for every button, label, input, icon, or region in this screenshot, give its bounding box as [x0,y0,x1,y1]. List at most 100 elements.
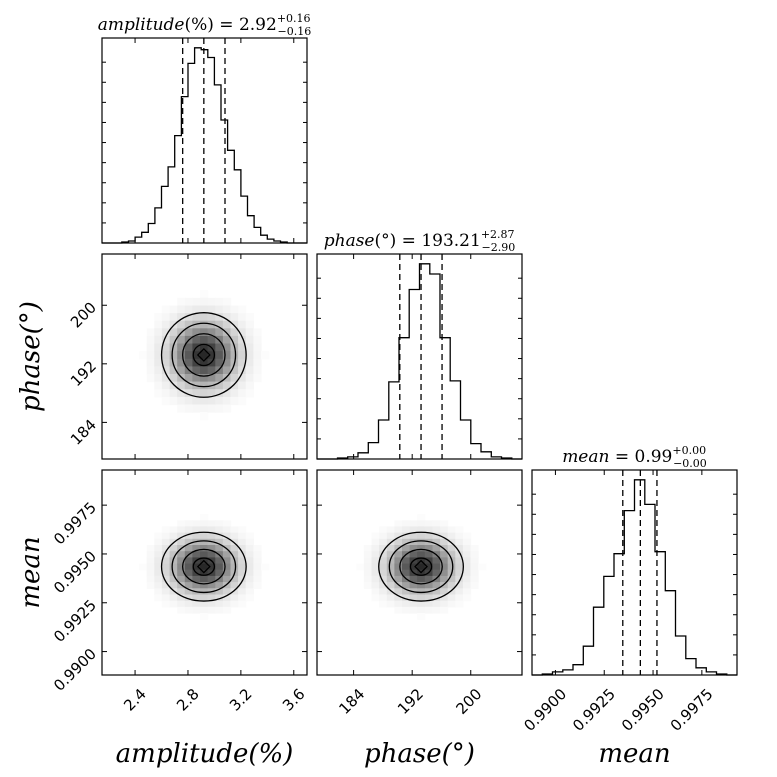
density-cell [447,551,456,558]
density-cell [177,343,186,352]
density-cell [177,606,186,614]
density-cell [177,351,186,360]
density-cell [154,575,163,583]
density-cell [177,358,186,367]
density-cell [230,305,239,314]
density-cell [207,563,216,571]
density-cell [379,575,388,583]
density-cell [238,396,247,406]
density-cell [139,351,148,360]
tick-label-y-phase: 184 [67,416,100,449]
panel-frame-1-1 [316,253,523,460]
tick-label-x-amplitude: 3.2 [226,685,256,715]
density-cell [402,557,411,565]
density-cell [161,594,171,602]
density-cell [432,606,441,614]
density-cell [161,600,171,608]
density-cell [379,588,388,596]
density-cell [200,358,209,367]
density-cell [161,389,171,398]
contour-amplitude-mean-1 [181,548,226,585]
density-cell [207,374,216,383]
density-cell [230,366,239,375]
density-cell [215,575,224,583]
density-cell [245,588,254,596]
density-cell [177,366,186,375]
density-cell [192,606,201,614]
density-cell [253,551,262,558]
tick-label-x-amplitude: 3.6 [279,685,309,715]
density-cell [192,404,201,413]
density-cell [222,532,232,540]
density-cell [394,569,403,577]
density-cell [447,600,456,608]
density-cell [161,366,171,375]
density-cell [455,582,464,589]
density-cell [356,563,365,571]
density-cell [462,569,472,577]
density-cell [371,538,380,546]
density-cell [386,600,395,608]
density-cell [177,396,186,406]
density-cell [253,582,262,589]
density-cell [222,582,232,589]
density-cell [447,545,456,552]
density-cell [440,563,449,571]
density-cell [379,557,388,565]
density-cell [238,551,247,558]
density-cell [161,374,171,383]
density-cell [245,374,254,383]
density-cell [455,588,464,596]
density-cell [238,320,247,329]
density-cell [409,532,418,540]
density-cell [200,396,209,406]
density-cell [462,563,472,571]
density-cell [371,594,380,602]
density-cell [238,600,247,608]
density-cell [200,290,209,299]
density-cell [394,606,403,614]
density-cell [200,538,209,546]
density-cell [409,582,418,589]
density-cell [192,313,201,322]
density-cell [424,575,433,583]
density-cell [215,305,224,314]
density-cell [238,374,247,383]
density-cell [230,532,239,540]
density-cell [192,396,201,406]
density-cell [192,582,201,589]
density-cell [386,594,395,602]
density-cell [161,582,171,589]
density-cell [192,526,201,534]
density-cell [161,588,171,596]
density-cell [146,582,155,589]
density-cell [161,343,171,352]
density-cell [222,569,232,577]
density-cell [207,305,216,314]
density-cell [207,297,216,306]
density-cell [192,594,201,602]
density-cell [222,606,232,614]
density-cell [200,381,209,390]
density-cell [440,600,449,608]
contour-amplitude-phase-1 [181,333,226,377]
density-cell [192,366,201,375]
density-cell [200,563,209,571]
density-cell [462,557,472,565]
density-cell [230,551,239,558]
density-cell [154,557,163,565]
density-amplitude-mean [139,514,270,620]
density-cell [447,575,456,583]
density-cell [161,335,171,345]
density-cell [230,320,239,329]
density-cell [207,313,216,322]
density-cell [200,514,209,521]
density-cell [363,563,373,571]
tick-label-y-phase: 192 [67,357,100,390]
panel-frame-0-0 [101,37,308,244]
density-cell [222,588,232,596]
density-cell [424,563,433,571]
density-cell [192,328,201,337]
density-cell [207,594,216,602]
density-cell [238,557,247,565]
